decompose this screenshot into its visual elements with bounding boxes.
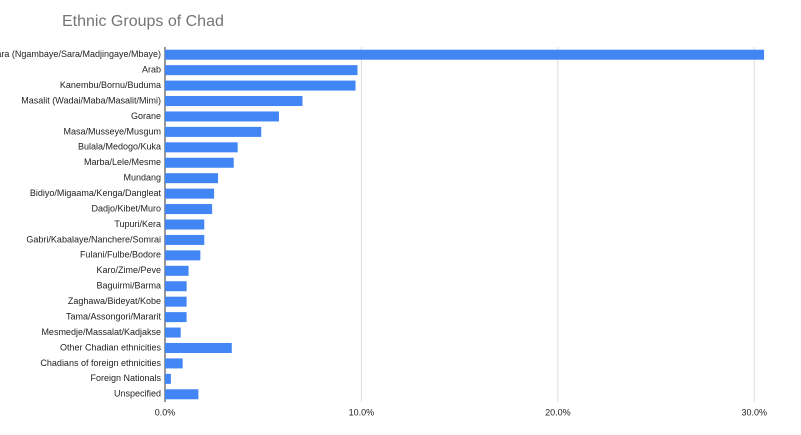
bar — [165, 142, 238, 153]
y-tick-label: Unspecified — [114, 389, 161, 399]
bar — [165, 49, 765, 60]
x-tick-label: 20.0% — [545, 407, 571, 417]
y-tick-label: Karo/Zime/Peve — [96, 265, 161, 275]
bar — [165, 281, 187, 292]
y-tick-label: Zaghawa/Bideyat/Kobe — [68, 296, 161, 306]
bar — [165, 219, 205, 230]
y-tick-label: Gabri/Kabalaye/Nanchere/Somrai — [26, 234, 161, 244]
bar — [165, 265, 189, 276]
y-tick-label: Bulala/Medogo/Kuka — [78, 142, 161, 152]
bar — [165, 358, 183, 369]
bar — [165, 250, 201, 261]
bar — [165, 65, 358, 76]
y-tick-label: Mesmedje/Massalat/Kadjakse — [41, 327, 161, 337]
x-tick-label: 10.0% — [349, 407, 375, 417]
bar — [165, 80, 356, 91]
y-tick-label: Tupuri/Kera — [114, 219, 161, 229]
y-tick-label: Tama/Assongori/Mararit — [66, 311, 162, 321]
bar — [165, 234, 205, 245]
bar — [165, 389, 199, 400]
y-tick-label: Fulani/Fulbe/Bodore — [80, 250, 161, 260]
y-tick-label: Baguirmi/Barma — [96, 281, 161, 291]
y-tick-label: Dadjo/Kibet/Muro — [91, 203, 161, 213]
y-tick-label: Sara (Ngambaye/Sara/Madjingaye/Mbaye) — [0, 49, 161, 59]
y-tick-label: Masalit (Wadai/Maba/Masalit/Mimi) — [21, 95, 161, 105]
bar — [165, 296, 187, 307]
y-tick-label: Bidiyo/Migaama/Kenga/Dangleat — [30, 188, 162, 198]
y-tick-label: Chadians of foreign ethnicities — [40, 358, 161, 368]
bar — [165, 173, 219, 184]
y-tick-label: Marba/Lele/Mesme — [84, 157, 161, 167]
bar — [165, 126, 262, 137]
y-tick-label: Masa/Musseye/Musgum — [63, 126, 161, 136]
x-tick-label: 0.0% — [155, 407, 176, 417]
bar — [165, 312, 187, 323]
y-tick-label: Foreign Nationals — [90, 373, 161, 383]
chart-title: Ethnic Groups of Chad — [62, 13, 224, 30]
bar — [165, 327, 181, 338]
y-tick-label: Mundang — [123, 173, 161, 183]
bar — [165, 157, 234, 168]
bar — [165, 342, 232, 353]
x-tick-label: 30.0% — [741, 407, 767, 417]
bar — [165, 204, 213, 215]
y-tick-label: Kanembu/Bornu/Buduma — [60, 80, 161, 90]
y-tick-label: Gorane — [131, 111, 161, 121]
bar — [165, 111, 279, 122]
bar — [165, 373, 171, 384]
y-tick-label: Arab — [142, 65, 161, 75]
bar — [165, 96, 303, 107]
bar — [165, 188, 215, 199]
y-tick-label: Other Chadian ethnicities — [60, 342, 162, 352]
